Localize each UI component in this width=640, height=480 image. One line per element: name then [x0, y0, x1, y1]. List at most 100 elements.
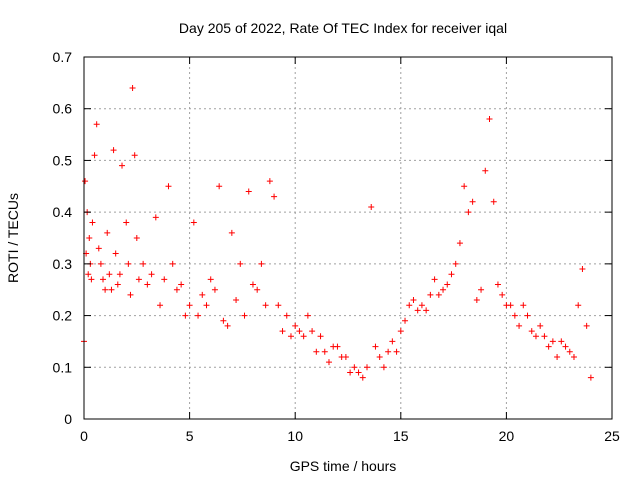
- y-tick-label: 0.7: [53, 49, 73, 65]
- data-point: [423, 307, 430, 314]
- data-point: [207, 276, 214, 283]
- data-point: [110, 147, 117, 154]
- data-point: [93, 121, 100, 128]
- data-point: [89, 219, 96, 226]
- data-point: [224, 322, 231, 329]
- data-point: [266, 178, 273, 185]
- data-point: [173, 286, 180, 293]
- data-point: [554, 353, 561, 360]
- data-point: [116, 271, 123, 278]
- data-point: [520, 302, 527, 309]
- data-point: [570, 353, 577, 360]
- data-point: [186, 302, 193, 309]
- data-point: [516, 322, 523, 329]
- data-point: [380, 364, 387, 371]
- data-point: [376, 353, 383, 360]
- data-point: [566, 348, 573, 355]
- data-point: [440, 286, 447, 293]
- data-point: [575, 302, 582, 309]
- plot-frame: [83, 56, 613, 420]
- x-tick-label: 25: [604, 428, 620, 444]
- data-point: [414, 307, 421, 314]
- data-point: [135, 276, 142, 283]
- data-point: [102, 286, 109, 293]
- data-point: [178, 281, 185, 288]
- data-point: [465, 209, 472, 216]
- data-point: [558, 338, 565, 345]
- data-point: [587, 374, 594, 381]
- data-point: [104, 229, 111, 236]
- data-point: [444, 281, 451, 288]
- data-point: [199, 291, 206, 298]
- data-point: [245, 188, 252, 195]
- data-point: [190, 219, 197, 226]
- data-point: [88, 276, 95, 283]
- data-point: [325, 359, 332, 366]
- data-point: [418, 302, 425, 309]
- data-point: [152, 214, 159, 221]
- y-tick-label: 0.2: [53, 308, 73, 324]
- data-point: [313, 348, 320, 355]
- data-point: [271, 193, 278, 200]
- data-point: [482, 167, 489, 174]
- data-point: [317, 333, 324, 340]
- data-point: [241, 312, 248, 319]
- data-point: [304, 312, 311, 319]
- data-point: [228, 229, 235, 236]
- data-point: [537, 322, 544, 329]
- data-point: [296, 328, 303, 335]
- data-point: [216, 183, 223, 190]
- data-point: [507, 302, 514, 309]
- data-point: [140, 260, 147, 267]
- data-point: [528, 328, 535, 335]
- grid-lines: [84, 57, 612, 419]
- data-point: [133, 235, 140, 241]
- data-point: [435, 291, 442, 298]
- data-point: [478, 286, 485, 293]
- data-point: [112, 250, 119, 257]
- data-point: [410, 297, 417, 304]
- y-tick-label: 0.1: [53, 359, 73, 375]
- data-point: [249, 281, 256, 288]
- data-point: [85, 271, 92, 278]
- data-point: [258, 260, 265, 267]
- data-point: [473, 297, 480, 304]
- chart-title: Day 205 of 2022, Rate Of TEC Index for r…: [179, 20, 507, 36]
- data-point: [97, 260, 104, 267]
- data-points: [81, 85, 594, 381]
- data-point: [148, 271, 155, 278]
- data-point: [452, 260, 459, 267]
- y-tick-label: 0.5: [53, 152, 73, 168]
- data-point: [427, 291, 434, 298]
- data-point: [129, 85, 136, 92]
- data-point: [389, 338, 396, 345]
- data-point: [165, 183, 172, 190]
- data-point: [402, 317, 409, 324]
- data-point: [355, 369, 362, 376]
- data-point: [125, 260, 132, 267]
- data-point: [334, 343, 341, 350]
- data-point: [347, 369, 354, 376]
- data-point: [279, 328, 286, 335]
- data-point: [524, 312, 531, 319]
- data-point: [342, 353, 349, 360]
- data-point: [469, 198, 476, 205]
- data-point: [283, 312, 290, 319]
- data-point: [157, 302, 164, 309]
- data-point: [583, 322, 590, 329]
- y-tick-label: 0.4: [53, 204, 73, 220]
- data-point: [95, 245, 102, 252]
- data-point: [486, 116, 493, 123]
- data-point: [321, 348, 328, 355]
- x-tick-label: 20: [499, 428, 515, 444]
- data-point: [275, 302, 282, 309]
- data-point: [131, 152, 138, 159]
- data-point: [254, 286, 261, 293]
- data-point: [309, 328, 316, 335]
- x-tick-label: 10: [287, 428, 303, 444]
- x-tick-label: 0: [80, 428, 88, 444]
- data-point: [106, 271, 113, 278]
- data-point: [127, 291, 134, 298]
- y-tick-label: 0: [64, 411, 72, 427]
